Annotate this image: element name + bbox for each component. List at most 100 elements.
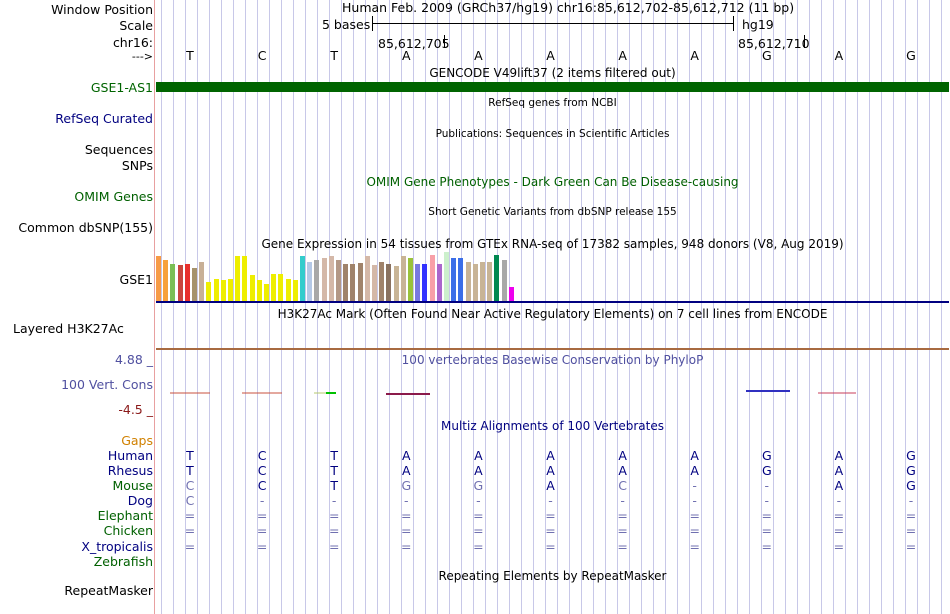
gtex-tissue-bar[interactable] [293, 280, 298, 301]
gtex-tissue-bar[interactable] [437, 264, 442, 301]
sequences-label[interactable]: Sequences [84, 142, 153, 157]
conservation-track-title[interactable]: 100 vertebrates Basewise Conservation by… [401, 353, 704, 367]
gencode-track-title[interactable]: GENCODE V49lift37 (2 items filtered out) [429, 66, 676, 80]
alignment-base: C [257, 448, 267, 463]
alignment-base: - [764, 493, 770, 508]
gtex-tissue-bar[interactable] [228, 279, 233, 301]
species-label[interactable]: Human [107, 448, 153, 463]
gtex-tissue-bar[interactable] [350, 264, 355, 301]
gtex-tissue-bar[interactable] [300, 256, 305, 301]
gtex-tissue-bar[interactable] [502, 260, 507, 301]
gtex-tissue-bar[interactable] [372, 265, 377, 301]
gtex-tissue-bar[interactable] [206, 282, 211, 301]
gtex-tissue-bar[interactable] [466, 262, 471, 301]
gtex-tissue-bar[interactable] [163, 260, 168, 301]
gtex-tissue-bar[interactable] [336, 260, 341, 301]
gtex-track-title[interactable]: Gene Expression in 54 tissues from GTEx … [261, 237, 844, 251]
gtex-tissue-bar[interactable] [221, 280, 226, 301]
gtex-tissue-bar[interactable] [257, 280, 262, 301]
gtex-tissue-bar[interactable] [214, 279, 219, 301]
scale-bar [372, 23, 734, 24]
species-label[interactable]: Elephant [97, 508, 153, 523]
alignment-base: A [690, 463, 699, 478]
alignment-base: G [473, 478, 484, 493]
alignment-base: = [833, 539, 845, 554]
gtex-tissue-bar[interactable] [430, 255, 435, 301]
gtex-tissue-bar[interactable] [386, 264, 391, 301]
snps-label[interactable]: SNPs [121, 158, 153, 173]
gaps-label: Gaps [121, 433, 153, 448]
gse1-as1-label[interactable]: GSE1-AS1 [90, 80, 153, 95]
species-label[interactable]: Chicken [103, 523, 153, 538]
layered-h3k27ac-label[interactable]: Layered H3K27Ac [13, 321, 124, 336]
alignment-base: = [833, 508, 845, 523]
species-label[interactable]: X_tropicalis [81, 539, 153, 554]
gtex-tissue-bar[interactable] [365, 256, 370, 301]
gse1-label[interactable]: GSE1 [119, 272, 153, 287]
gtex-tissue-bar[interactable] [156, 256, 161, 301]
gtex-tissue-bar[interactable] [408, 258, 413, 301]
dbsnp-track-title[interactable]: Short Genetic Variants from dbSNP releas… [428, 206, 677, 218]
refseq-track-title[interactable]: RefSeq genes from NCBI [488, 97, 617, 109]
alignment-base: = [761, 523, 773, 538]
gtex-tissue-bar[interactable] [422, 264, 427, 301]
gridline [233, 0, 234, 614]
gtex-tissue-bar[interactable] [394, 266, 399, 301]
omim-genes-label[interactable]: OMIM Genes [74, 189, 153, 204]
gtex-tissue-bar[interactable] [322, 258, 327, 301]
gtex-tissue-bar[interactable] [286, 279, 291, 301]
gtex-tissue-bar[interactable] [185, 264, 190, 301]
common-dbsnp-label[interactable]: Common dbSNP(155) [18, 220, 153, 235]
gtex-tissue-bar[interactable] [415, 264, 420, 301]
gridline [653, 0, 654, 614]
species-label[interactable]: Dog [127, 493, 153, 508]
omim-track-title[interactable]: OMIM Gene Phenotypes - Dark Green Can Be… [366, 175, 739, 189]
gtex-tissue-bar[interactable] [343, 264, 348, 301]
gtex-tissue-bar[interactable] [458, 258, 463, 301]
species-label[interactable]: Mouse [112, 478, 153, 493]
publications-track-title[interactable]: Publications: Sequences in Scientific Ar… [435, 128, 670, 140]
gridline [257, 0, 258, 614]
species-label[interactable]: Rhesus [107, 463, 153, 478]
base-letter: T [330, 48, 338, 63]
gtex-tissue-bar[interactable] [178, 265, 183, 301]
gtex-tissue-bar[interactable] [307, 262, 312, 301]
gtex-tissue-bar[interactable] [314, 260, 319, 301]
gtex-tissue-bar[interactable] [509, 287, 514, 301]
gtex-tissue-bar[interactable] [379, 262, 384, 301]
gridline [593, 0, 594, 614]
repeatmasker-label[interactable]: RepeatMasker [64, 583, 153, 598]
gse1-as1-gene-bar[interactable] [156, 82, 949, 92]
gtex-tissue-bar[interactable] [278, 274, 283, 301]
multiz-track-title[interactable]: Multiz Alignments of 100 Vertebrates [440, 419, 665, 433]
gtex-tissue-bar[interactable] [451, 258, 456, 301]
gtex-tissue-bar[interactable] [494, 255, 499, 301]
base-letter: T [186, 48, 194, 63]
gtex-expression-chart[interactable] [156, 252, 536, 301]
gtex-tissue-bar[interactable] [242, 256, 247, 301]
gtex-tissue-bar[interactable] [271, 274, 276, 301]
gtex-tissue-bar[interactable] [401, 256, 406, 301]
gtex-tissue-bar[interactable] [358, 263, 363, 301]
gtex-tissue-bar[interactable] [487, 262, 492, 301]
scale-bar-label: 5 bases [322, 17, 371, 32]
conservation-graph[interactable] [156, 380, 949, 405]
chromosome-label: chr16: [112, 35, 153, 50]
gtex-tissue-bar[interactable] [170, 264, 175, 301]
h3k27ac-track-title[interactable]: H3K27Ac Mark (Often Found Near Active Re… [277, 307, 828, 321]
repeatmasker-track-title[interactable]: Repeating Elements by RepeatMasker [438, 569, 667, 583]
gtex-tissue-bar[interactable] [480, 262, 485, 301]
gtex-tissue-bar[interactable] [250, 275, 255, 301]
gtex-tissue-bar[interactable] [264, 284, 269, 301]
species-label[interactable]: Zebrafish [93, 554, 153, 569]
gtex-tissue-bar[interactable] [199, 262, 204, 301]
conservation-track-label[interactable]: 100 Vert. Cons [61, 377, 153, 392]
gtex-tissue-bar[interactable] [444, 252, 449, 301]
gtex-tissue-bar[interactable] [192, 268, 197, 301]
alignment-base: A [834, 463, 844, 478]
refseq-curated-label[interactable]: RefSeq Curated [55, 111, 153, 126]
gtex-tissue-bar[interactable] [235, 256, 240, 301]
gtex-tissue-bar[interactable] [329, 256, 334, 301]
gridline [761, 0, 762, 614]
gtex-tissue-bar[interactable] [473, 264, 478, 301]
